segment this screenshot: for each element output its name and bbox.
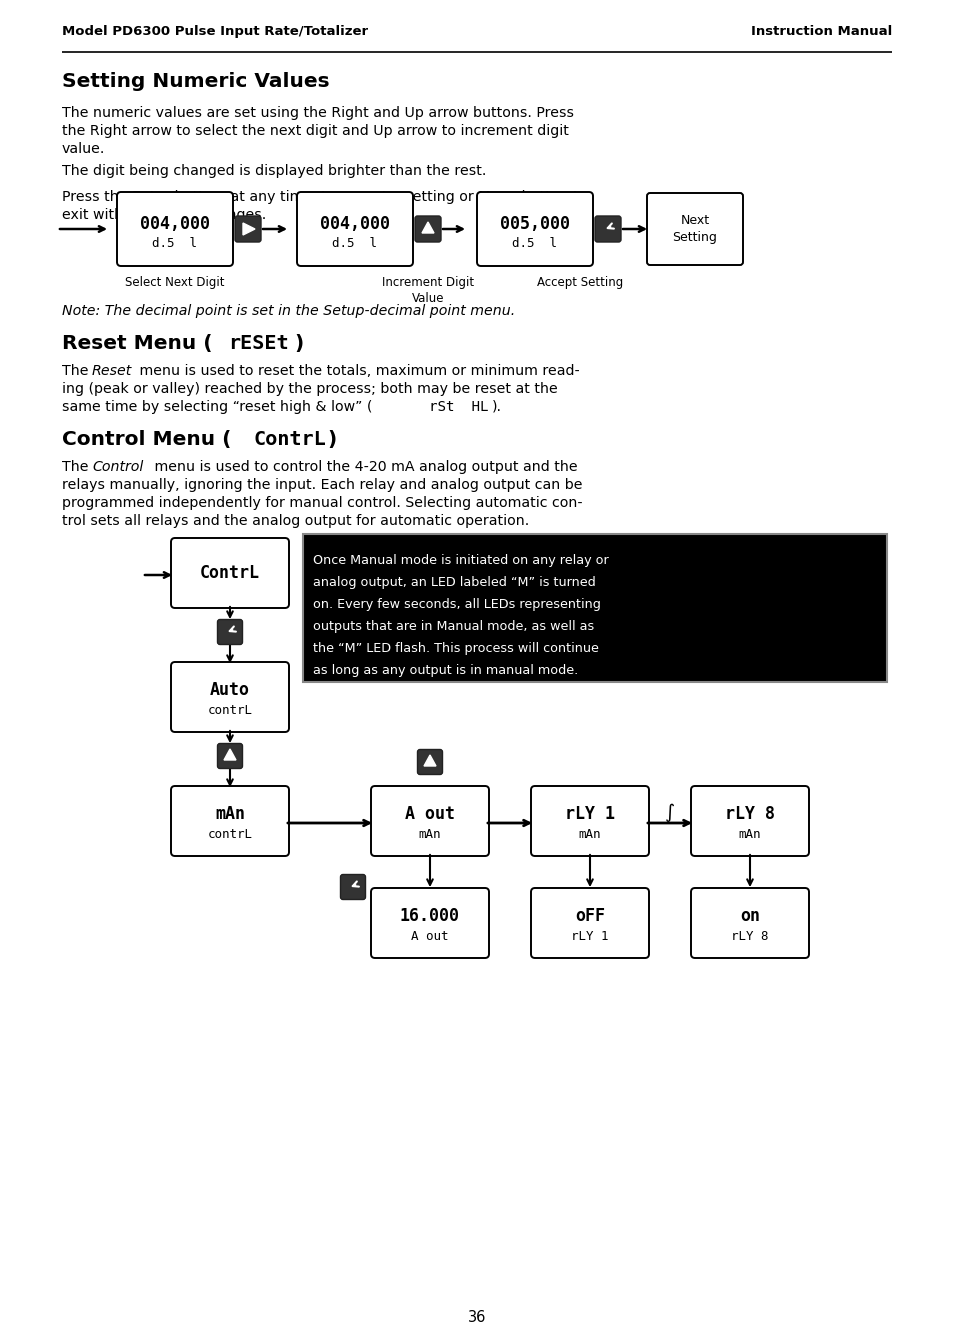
FancyBboxPatch shape xyxy=(417,749,442,775)
Text: Select Next Digit: Select Next Digit xyxy=(125,277,225,289)
Text: on: on xyxy=(740,907,760,925)
Text: contrL: contrL xyxy=(208,704,253,717)
Text: ing (peak or valley) reached by the process; both may be reset at the: ing (peak or valley) reached by the proc… xyxy=(62,382,558,395)
Text: analog output, an LED labeled “M” is turned: analog output, an LED labeled “M” is tur… xyxy=(313,576,595,589)
Text: contrL: contrL xyxy=(208,828,253,842)
FancyBboxPatch shape xyxy=(171,786,289,856)
FancyBboxPatch shape xyxy=(234,216,261,242)
Text: same time by selecting “reset high & low” (: same time by selecting “reset high & low… xyxy=(62,399,372,414)
Text: Reset Menu (: Reset Menu ( xyxy=(62,334,213,353)
Text: 36: 36 xyxy=(467,1311,486,1325)
Text: The numeric values are set using the Right and Up arrow buttons. Press: The numeric values are set using the Rig… xyxy=(62,106,574,120)
Text: mAn: mAn xyxy=(214,804,245,823)
Polygon shape xyxy=(224,749,235,760)
FancyBboxPatch shape xyxy=(415,216,440,242)
Text: trol sets all relays and the analog output for automatic operation.: trol sets all relays and the analog outp… xyxy=(62,514,529,528)
Text: value.: value. xyxy=(62,142,105,156)
FancyBboxPatch shape xyxy=(646,192,742,265)
FancyBboxPatch shape xyxy=(340,875,365,899)
Text: Setting Numeric Values: Setting Numeric Values xyxy=(62,72,330,91)
Text: rLY 1: rLY 1 xyxy=(564,804,615,823)
Text: programmed independently for manual control. Selecting automatic con-: programmed independently for manual cont… xyxy=(62,496,582,510)
Text: on. Every few seconds, all LEDs representing: on. Every few seconds, all LEDs represen… xyxy=(313,599,600,611)
FancyBboxPatch shape xyxy=(296,192,413,266)
Text: Note: The decimal point is set in the Setup-decimal point menu.: Note: The decimal point is set in the Se… xyxy=(62,305,515,318)
Text: Control: Control xyxy=(91,460,143,474)
Text: the Right arrow to select the next digit and Up arrow to increment digit: the Right arrow to select the next digit… xyxy=(62,124,568,138)
Text: ): ) xyxy=(327,430,335,449)
Text: Press the Enter button, at any time, to accept a setting or Menu button to: Press the Enter button, at any time, to … xyxy=(62,190,587,204)
Text: 005,000: 005,000 xyxy=(499,215,569,232)
FancyBboxPatch shape xyxy=(171,663,289,732)
Text: the “M” LED flash. This process will continue: the “M” LED flash. This process will con… xyxy=(313,643,598,655)
Polygon shape xyxy=(423,755,436,766)
Text: ContrL: ContrL xyxy=(200,564,260,582)
Text: d.5  l: d.5 l xyxy=(152,236,197,250)
FancyBboxPatch shape xyxy=(690,888,808,958)
Text: mAn: mAn xyxy=(738,828,760,842)
Text: relays manually, ignoring the input. Each relay and analog output can be: relays manually, ignoring the input. Eac… xyxy=(62,478,582,492)
Text: Control Menu (: Control Menu ( xyxy=(62,430,232,449)
Text: oFF: oFF xyxy=(575,907,604,925)
Text: ).: ). xyxy=(492,399,501,414)
Text: Accept Setting: Accept Setting xyxy=(537,277,622,289)
Text: Model PD6300 Pulse Input Rate/Totalizer: Model PD6300 Pulse Input Rate/Totalizer xyxy=(62,25,368,37)
Text: d.5  l: d.5 l xyxy=(333,236,377,250)
Text: rLY 8: rLY 8 xyxy=(724,804,774,823)
Text: menu is used to control the 4-20 mA analog output and the: menu is used to control the 4-20 mA anal… xyxy=(150,460,577,474)
Bar xyxy=(303,534,886,681)
FancyBboxPatch shape xyxy=(117,192,233,266)
Text: rLY 8: rLY 8 xyxy=(731,930,768,943)
Text: The: The xyxy=(62,363,92,378)
Text: exit without saving changes.: exit without saving changes. xyxy=(62,208,266,222)
Text: as long as any output is in manual mode.: as long as any output is in manual mode. xyxy=(313,664,578,677)
Text: rLY 1: rLY 1 xyxy=(571,930,608,943)
Text: ): ) xyxy=(294,334,303,353)
Polygon shape xyxy=(243,223,254,235)
Text: Auto: Auto xyxy=(210,680,250,699)
FancyBboxPatch shape xyxy=(171,538,289,608)
Text: d.5  l: d.5 l xyxy=(512,236,557,250)
FancyBboxPatch shape xyxy=(476,192,593,266)
FancyBboxPatch shape xyxy=(531,888,648,958)
Text: 004,000: 004,000 xyxy=(319,215,390,232)
Text: Next
Setting: Next Setting xyxy=(672,214,717,243)
FancyBboxPatch shape xyxy=(371,786,489,856)
Text: Increment Digit
Value: Increment Digit Value xyxy=(381,277,474,306)
Text: A out: A out xyxy=(405,804,455,823)
Text: 16.000: 16.000 xyxy=(399,907,459,925)
FancyBboxPatch shape xyxy=(531,786,648,856)
FancyBboxPatch shape xyxy=(371,888,489,958)
FancyBboxPatch shape xyxy=(217,744,242,768)
Text: A out: A out xyxy=(411,930,448,943)
Text: rESEt: rESEt xyxy=(228,334,289,353)
Text: mAn: mAn xyxy=(578,828,600,842)
Text: menu is used to reset the totals, maximum or minimum read-: menu is used to reset the totals, maximu… xyxy=(135,363,579,378)
FancyBboxPatch shape xyxy=(690,786,808,856)
Text: Reset: Reset xyxy=(91,363,132,378)
FancyBboxPatch shape xyxy=(595,216,620,242)
Text: Instruction Manual: Instruction Manual xyxy=(750,25,891,37)
Text: ContrL: ContrL xyxy=(253,430,327,449)
Text: The: The xyxy=(62,460,92,474)
Text: outputs that are in Manual mode, as well as: outputs that are in Manual mode, as well… xyxy=(313,620,594,633)
Polygon shape xyxy=(421,222,434,232)
Text: rSt  HL: rSt HL xyxy=(429,399,488,414)
Text: 004,000: 004,000 xyxy=(140,215,210,232)
Text: ∫: ∫ xyxy=(664,803,675,823)
FancyBboxPatch shape xyxy=(217,620,242,644)
Text: The digit being changed is displayed brighter than the rest.: The digit being changed is displayed bri… xyxy=(62,164,486,178)
Text: mAn: mAn xyxy=(418,828,441,842)
Text: Once Manual mode is initiated on any relay or: Once Manual mode is initiated on any rel… xyxy=(313,554,608,566)
